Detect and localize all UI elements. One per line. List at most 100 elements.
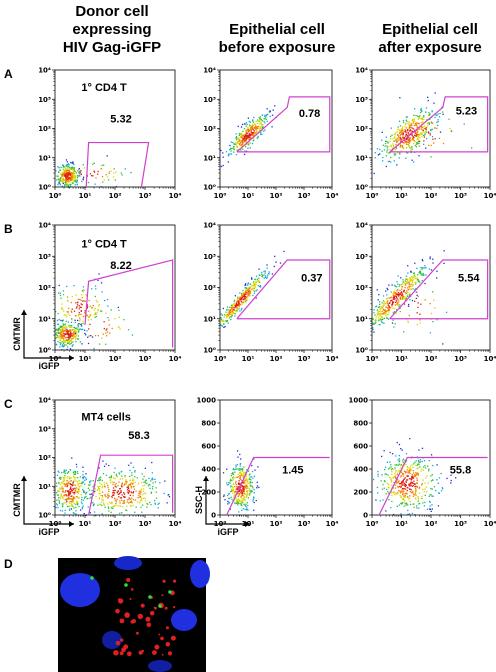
event-dot	[410, 288, 412, 290]
event-dot	[414, 484, 416, 486]
x-tick-label: 10¹	[79, 520, 92, 528]
event-dot	[245, 130, 247, 133]
event-dot	[107, 497, 109, 499]
event-dot	[124, 483, 126, 485]
event-dot	[115, 499, 117, 502]
event-dot	[443, 262, 445, 264]
event-dot	[139, 499, 142, 501]
event-dot	[410, 482, 412, 484]
event-dot	[68, 181, 70, 183]
event-dot	[85, 477, 87, 479]
x-tick-label: 10³	[298, 192, 311, 200]
event-dot	[229, 153, 231, 155]
event-dot	[417, 133, 419, 136]
event-dot	[65, 339, 67, 342]
event-dot	[422, 131, 424, 133]
event-dot	[237, 483, 240, 485]
event-dot	[61, 505, 64, 507]
event-dot	[403, 482, 405, 484]
event-dot	[80, 485, 82, 487]
event-dot	[66, 472, 68, 474]
event-dot	[383, 317, 386, 319]
event-dot	[115, 171, 117, 173]
event-dot	[385, 140, 387, 142]
event-dot	[228, 502, 231, 504]
event-dot	[247, 117, 249, 119]
event-dot	[134, 481, 137, 484]
event-dot	[158, 502, 160, 504]
event-dot	[246, 490, 248, 492]
event-dot	[400, 448, 402, 450]
event-dot	[410, 147, 412, 149]
event-dot	[63, 495, 65, 497]
event-dot	[410, 270, 412, 272]
event-dot	[381, 474, 383, 476]
event-dot	[77, 497, 79, 499]
flow-plot: 10⁰10¹10²10³10⁴020040060080010001.45	[197, 397, 339, 529]
event-dot	[413, 480, 415, 482]
event-dot	[62, 337, 64, 339]
event-dot	[82, 320, 84, 322]
red-spot	[129, 598, 132, 600]
event-dot	[389, 297, 391, 299]
event-dot	[82, 322, 84, 325]
event-dot	[407, 504, 409, 506]
event-dot	[243, 471, 245, 474]
event-dot	[244, 504, 246, 506]
event-dot	[241, 137, 243, 139]
event-dot	[408, 483, 410, 486]
event-dot	[402, 147, 405, 149]
event-dot	[403, 297, 405, 299]
event-dot	[244, 299, 246, 301]
event-dot	[386, 145, 388, 147]
event-dot	[89, 305, 91, 307]
event-dot	[66, 501, 68, 503]
event-dot	[402, 488, 404, 490]
event-dot	[405, 480, 407, 482]
event-dot	[74, 478, 76, 481]
event-dot	[113, 490, 115, 492]
event-dot	[110, 511, 112, 513]
event-dot	[238, 511, 240, 513]
event-dot	[246, 487, 248, 490]
y-tick-label: 400	[353, 466, 368, 474]
event-dot	[397, 140, 399, 143]
event-dot	[85, 478, 88, 481]
event-dot	[416, 129, 418, 132]
red-spot	[119, 618, 125, 624]
event-dot	[256, 127, 258, 130]
event-dot	[429, 132, 431, 134]
event-dot	[88, 484, 90, 486]
x-tick-label: 10⁰	[49, 355, 62, 363]
event-dot	[241, 497, 243, 500]
event-dot	[422, 479, 424, 481]
event-dot	[68, 471, 70, 473]
event-dot	[104, 299, 106, 302]
event-dot	[404, 126, 406, 128]
arrow-head	[21, 476, 27, 481]
event-dot	[252, 137, 255, 139]
event-dot	[117, 306, 119, 309]
event-dot	[74, 170, 76, 173]
event-dot	[82, 178, 84, 180]
event-dot	[82, 476, 84, 478]
event-dot	[151, 477, 154, 479]
y-tick-label: 10²	[38, 454, 51, 462]
event-dot	[405, 141, 407, 144]
event-dot	[141, 481, 143, 484]
event-dot	[408, 283, 411, 285]
event-dot	[423, 274, 425, 276]
event-dot	[419, 322, 421, 324]
event-dot	[415, 124, 417, 126]
event-dot	[65, 499, 68, 502]
red-spot	[136, 631, 139, 635]
event-dot	[386, 151, 388, 153]
event-dot	[115, 501, 118, 503]
event-dot	[107, 496, 109, 498]
event-dot	[264, 122, 266, 124]
event-dot	[379, 303, 381, 305]
event-dot	[164, 480, 166, 482]
event-dot	[385, 306, 387, 308]
event-dot	[128, 464, 130, 466]
event-dot	[60, 334, 63, 336]
